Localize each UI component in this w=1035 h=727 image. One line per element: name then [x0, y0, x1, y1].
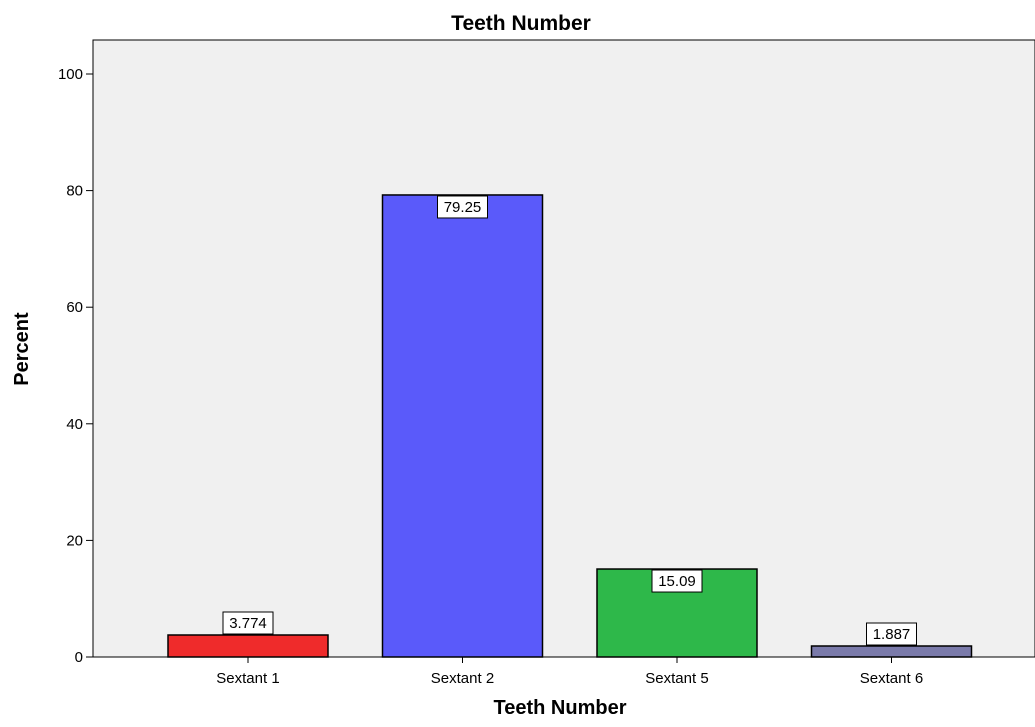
- y-tick-label: 100: [58, 66, 83, 83]
- x-axis: Sextant 1 Sextant 2 Sextant 5 Sextant 6: [216, 657, 923, 687]
- bars-group: 3.774 79.25 15.09 1.887: [167, 194, 973, 658]
- y-tick-label: 0: [75, 649, 83, 666]
- data-label-box: [866, 622, 917, 646]
- y-tick-label: 40: [66, 416, 83, 433]
- y-tick-label: 80: [66, 183, 83, 200]
- y-tick-label: 20: [66, 532, 83, 549]
- data-label-box: [437, 195, 488, 219]
- y-tick-label: 60: [66, 299, 83, 316]
- data-label: 15.09: [658, 573, 696, 590]
- data-label-box: [222, 611, 274, 635]
- x-tick-label: Sextant 2: [431, 670, 494, 687]
- x-tick-label: Sextant 1: [216, 670, 279, 687]
- y-axis: 0 20 40 60 80 100: [58, 66, 93, 666]
- data-label: 1.887: [873, 626, 911, 643]
- x-tick-label: Sextant 6: [860, 670, 923, 687]
- bar-sextant-1: [167, 634, 329, 658]
- bar-sextant-2: [381, 194, 544, 658]
- data-label-box: [651, 569, 703, 593]
- x-tick-label: Sextant 5: [645, 670, 708, 687]
- plot-area: [92, 39, 1035, 658]
- chart-title: Teeth Number: [451, 12, 591, 35]
- x-axis-label: Teeth Number: [494, 697, 627, 719]
- bar-sextant-6: [810, 645, 973, 658]
- y-axis-label: Percent: [11, 312, 33, 386]
- data-label: 79.25: [444, 199, 482, 216]
- data-label: 3.774: [229, 615, 267, 632]
